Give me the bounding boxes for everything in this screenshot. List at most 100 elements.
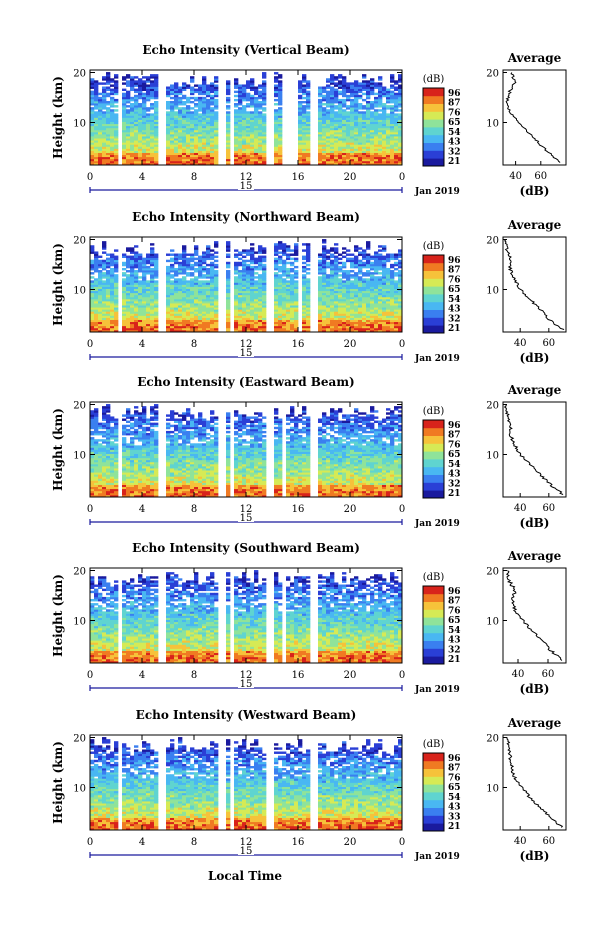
- heatmap-cell: [330, 94, 335, 98]
- heatmap-cell: [350, 154, 355, 158]
- heatmap-cell: [326, 284, 331, 287]
- heatmap-cell: [150, 255, 155, 259]
- heatmap-cell: [394, 123, 399, 127]
- heatmap-cell: [206, 251, 211, 254]
- heatmap-cell: [94, 317, 99, 320]
- heatmap-cell: [130, 140, 135, 143]
- heatmap-cell: [110, 131, 115, 135]
- heatmap-cell: [358, 146, 363, 149]
- heatmap-cell: [338, 158, 343, 162]
- heatmap-cell: [278, 307, 283, 310]
- heatmap-cell: [382, 301, 387, 304]
- heatmap-cell: [390, 74, 395, 77]
- heatmap-cell: [334, 255, 339, 259]
- heatmap-cell: [190, 311, 195, 314]
- heatmap-cell: [214, 245, 219, 248]
- heatmap-cell: [382, 296, 387, 300]
- heatmap-cell: [134, 94, 139, 98]
- heatmap-cell: [354, 96, 359, 100]
- heatmap-cell: [322, 319, 327, 323]
- heatmap-cell: [386, 278, 391, 281]
- heatmap-cell: [234, 249, 239, 252]
- heatmap-cell: [258, 123, 263, 127]
- heatmap-cell: [326, 131, 331, 135]
- heatmap-cell: [246, 111, 251, 114]
- heatmap-cell: [186, 301, 191, 304]
- heatmap-cell: [390, 305, 395, 308]
- heatmap-cell: [114, 152, 119, 156]
- heatmap-cell: [330, 125, 335, 129]
- colorbar-segment: [423, 119, 444, 128]
- heatmap-cell: [354, 158, 359, 162]
- heatmap-cell: [182, 327, 187, 331]
- heatmap-cell: [254, 123, 259, 127]
- heatmap-cell: [398, 109, 403, 112]
- heatmap-cell: [170, 263, 175, 267]
- heatmap-cell: [382, 88, 387, 92]
- heatmap-cell: [146, 115, 151, 118]
- heatmap-cell: [334, 323, 339, 327]
- heatmap-cell: [374, 156, 379, 160]
- heatmap-cell: [390, 325, 395, 329]
- heatmap-cell: [130, 265, 135, 269]
- heatmap-cell: [334, 319, 339, 323]
- heatmap-cell: [322, 298, 327, 302]
- heatmap-cell: [398, 78, 403, 81]
- heatmap-cell: [326, 111, 331, 114]
- heatmap-cell: [90, 127, 95, 131]
- heatmap-cell: [358, 113, 363, 116]
- heatmap-cell: [294, 265, 299, 269]
- heatmap-cell: [134, 113, 139, 116]
- heatmap-cell: [194, 113, 199, 116]
- heatmap-cell: [106, 263, 111, 267]
- heatmap-cell: [154, 288, 159, 292]
- heatmap-cell: [330, 109, 335, 112]
- heatmap-cell: [114, 113, 119, 116]
- heatmap-cell: [330, 111, 335, 114]
- heatmap-cell: [286, 315, 291, 318]
- heatmap-cell: [190, 160, 195, 164]
- heatmap-cell: [194, 267, 199, 271]
- heatmap-cell: [298, 138, 303, 141]
- heatmap-cell: [390, 100, 395, 104]
- heatmap-cell: [98, 150, 103, 153]
- heatmap-cell: [358, 290, 363, 294]
- heatmap-cell: [246, 92, 251, 96]
- heatmap-cell: [178, 303, 183, 306]
- heatmap-cell: [106, 150, 111, 153]
- heatmap-cell: [102, 305, 107, 308]
- heatmap-cell: [198, 282, 203, 285]
- heatmap-cell: [114, 109, 119, 112]
- heatmap-cell: [110, 321, 115, 325]
- heatmap-cell: [286, 257, 291, 261]
- heatmap-cell: [390, 257, 395, 261]
- heatmap-cell: [98, 270, 103, 273]
- heatmap-cell: [366, 107, 371, 110]
- heatmap-cell: [106, 88, 111, 92]
- heatmap-cell: [358, 323, 363, 327]
- heatmap-cell: [138, 327, 143, 331]
- heatmap-cell: [322, 247, 327, 250]
- heatmap-cell: [194, 327, 199, 331]
- heatmap-cell: [246, 158, 251, 162]
- heatmap-cell: [322, 276, 327, 279]
- heatmap-cell: [226, 305, 231, 308]
- heatmap-cell: [226, 303, 231, 306]
- heatmap-cell: [254, 286, 259, 289]
- heatmap-cell: [198, 105, 203, 108]
- heatmap-cell: [182, 323, 187, 327]
- heatmap-cell: [338, 142, 343, 145]
- heatmap-cell: [154, 154, 159, 158]
- heatmap-cell: [102, 329, 107, 333]
- heatmap-cell: [262, 286, 267, 289]
- heatmap-cell: [278, 247, 283, 250]
- heatmap-cell: [342, 286, 347, 289]
- heatmap-cell: [174, 272, 179, 275]
- heatmap-cell: [138, 323, 143, 327]
- heatmap-cell: [138, 96, 143, 100]
- heatmap-cell: [362, 136, 367, 139]
- heatmap-cell: [166, 265, 171, 269]
- heatmap-cell: [330, 131, 335, 135]
- heatmap-cell: [98, 317, 103, 320]
- heatmap-cell: [142, 100, 147, 104]
